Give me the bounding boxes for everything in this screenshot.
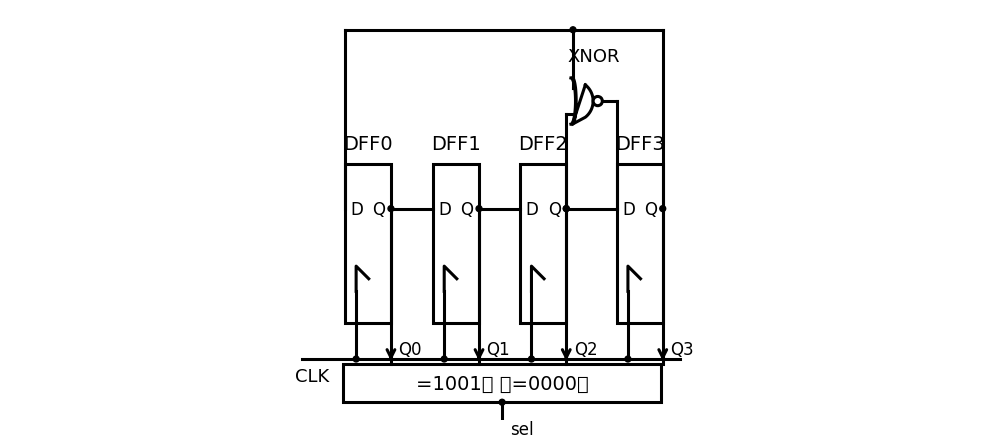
Bar (433, 165, 479, 324)
Text: Q0: Q0 (398, 340, 422, 358)
Text: D: D (622, 200, 635, 218)
Polygon shape (572, 79, 593, 125)
Text: Q: Q (372, 200, 385, 218)
Text: Q: Q (548, 200, 561, 218)
Text: =1001？ 或=0000？: =1001？ 或=0000？ (416, 374, 588, 393)
Text: D: D (526, 200, 538, 218)
Text: Q3: Q3 (670, 340, 694, 358)
Bar (520, 165, 566, 324)
Circle shape (593, 97, 602, 106)
Circle shape (353, 356, 359, 362)
Circle shape (570, 28, 576, 34)
Text: DFF2: DFF2 (518, 135, 568, 154)
Text: XNOR: XNOR (567, 48, 620, 66)
Bar (345, 165, 391, 324)
Text: D: D (438, 200, 451, 218)
Circle shape (499, 399, 505, 405)
Circle shape (625, 356, 631, 362)
Text: DFF3: DFF3 (615, 135, 665, 154)
Circle shape (563, 206, 569, 212)
Text: D: D (350, 200, 363, 218)
Text: sel: sel (510, 420, 533, 438)
Circle shape (388, 206, 394, 212)
Text: DFF0: DFF0 (343, 135, 393, 154)
Bar (617, 165, 663, 324)
Text: Q: Q (644, 200, 657, 218)
Circle shape (660, 206, 666, 212)
Text: DFF1: DFF1 (431, 135, 481, 154)
Circle shape (476, 206, 482, 212)
Bar (343, 365, 661, 402)
Text: Q1: Q1 (487, 340, 510, 358)
Text: CLK: CLK (295, 367, 330, 385)
Text: Q: Q (461, 200, 474, 218)
Circle shape (529, 356, 534, 362)
Text: Q2: Q2 (574, 340, 597, 358)
Circle shape (563, 206, 569, 212)
Circle shape (441, 356, 447, 362)
